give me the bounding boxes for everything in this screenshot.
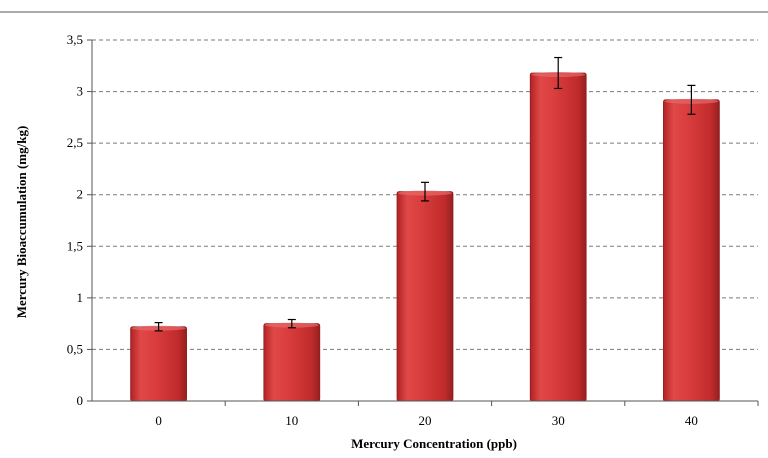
bar — [130, 326, 187, 402]
y-tick-label: 2,5 — [67, 135, 83, 150]
x-tick-label: 40 — [685, 413, 698, 428]
axes — [87, 39, 759, 406]
bar — [529, 72, 587, 402]
y-tick-label: 3 — [77, 84, 84, 99]
y-tick-labels: 0 0,5 1 1,5 2 2,5 3 3,5 — [67, 32, 83, 408]
error-bars — [154, 56, 696, 332]
y-tick-label: 1 — [77, 290, 84, 305]
x-tick-label: 0 — [155, 413, 162, 428]
y-tick-label: 0,5 — [67, 341, 83, 356]
bars — [130, 72, 720, 402]
x-tick-label: 20 — [419, 413, 432, 428]
x-tick-label: 30 — [552, 413, 565, 428]
y-tick-label: 0 — [77, 393, 84, 408]
y-tick-label: 3,5 — [67, 32, 83, 47]
bar — [263, 323, 321, 402]
bar — [663, 99, 720, 402]
y-tick-label: 2 — [77, 187, 84, 202]
x-tick-labels: 0 10 20 30 40 — [155, 413, 698, 428]
x-tick-label: 10 — [285, 413, 298, 428]
bar — [396, 191, 454, 402]
y-tick-label: 1,5 — [67, 238, 83, 253]
x-axis-title: Mercury Concentration (ppb) — [351, 436, 517, 451]
y-axis-title: Mercury Bioaccumulation (mg/kg) — [14, 126, 29, 319]
